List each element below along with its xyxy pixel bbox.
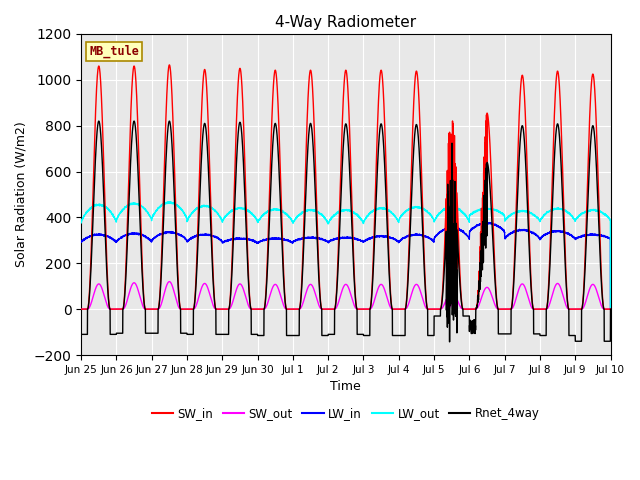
Legend: SW_in, SW_out, LW_in, LW_out, Rnet_4way: SW_in, SW_out, LW_in, LW_out, Rnet_4way [147,403,545,425]
X-axis label: Time: Time [330,380,361,393]
Y-axis label: Solar Radiation (W/m2): Solar Radiation (W/m2) [15,121,28,267]
Text: MB_tule: MB_tule [89,45,139,59]
Title: 4-Way Radiometer: 4-Way Radiometer [275,15,417,30]
